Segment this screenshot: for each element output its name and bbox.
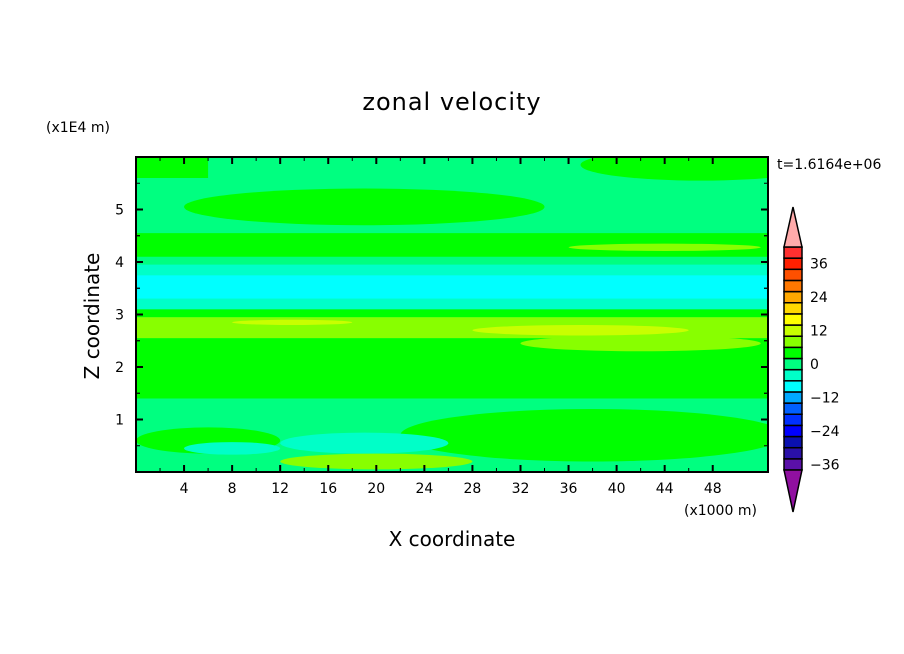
x-tick-label: 24 — [415, 481, 433, 497]
colorbar-tick-label: 12 — [810, 324, 828, 340]
colorbar-box — [783, 435, 803, 449]
time-label: t=1.6164e+06 — [777, 157, 882, 173]
x-tick-label: 40 — [608, 481, 626, 497]
contour-patch — [232, 319, 353, 325]
contour-band — [136, 309, 768, 318]
colorbar-box — [783, 290, 803, 304]
colorbar-box — [783, 424, 803, 438]
colorbar-box — [783, 335, 803, 349]
contour-band — [136, 264, 768, 276]
colorbar-tick-label: −36 — [810, 457, 840, 473]
colorbar-tick-label: 24 — [810, 290, 828, 306]
contour-patch — [568, 243, 761, 251]
colorbar-box — [783, 313, 803, 326]
colorbar-box — [783, 246, 803, 259]
contour-band — [136, 233, 768, 257]
x-tick-label: 4 — [180, 481, 189, 497]
x-unit-label: (x1000 m) — [684, 503, 757, 519]
colorbar-box — [783, 446, 803, 460]
colorbar-tick-label: −24 — [810, 424, 840, 440]
colorbar: 36 24 12 0 −12 −24 −36 — [783, 206, 840, 513]
contour-patch — [520, 335, 761, 352]
x-tick-label: 8 — [228, 481, 237, 497]
contour-patch — [280, 432, 449, 454]
colorbar-box — [783, 257, 803, 271]
colorbar-box — [783, 279, 803, 293]
x-tick-label: 12 — [271, 481, 289, 497]
x-tick-label: 48 — [704, 481, 722, 497]
colorbar-under-triangle — [783, 469, 803, 513]
colorbar-box — [783, 357, 803, 371]
contour-field — [136, 157, 768, 472]
x-tick-label: 20 — [367, 481, 385, 497]
y-tick-label: 4 — [115, 255, 124, 271]
colorbar-over-triangle — [783, 206, 803, 248]
chart-title: zonal velocity — [362, 88, 542, 116]
x-tick-label: 28 — [464, 481, 482, 497]
contour-band — [136, 298, 768, 310]
x-tick-label: 36 — [560, 481, 578, 497]
colorbar-tick-label: 0 — [810, 357, 819, 373]
x-tick-label: 16 — [319, 481, 337, 497]
colorbar-box — [783, 302, 803, 315]
colorbar-tick-label: −12 — [810, 391, 840, 407]
y-unit-label: (x1E4 m) — [46, 120, 110, 136]
colorbar-box — [783, 324, 803, 337]
colorbar-tick-label: 36 — [810, 257, 828, 273]
colorbar-box — [783, 402, 803, 416]
y-tick-label: 3 — [115, 308, 124, 324]
y-tick-label: 2 — [115, 360, 124, 376]
contour-patch — [400, 409, 768, 462]
colorbar-box — [783, 413, 803, 427]
contour-patch — [580, 157, 768, 181]
colorbar-box — [783, 346, 803, 360]
contour-patch — [184, 188, 545, 226]
contour-band — [136, 275, 768, 299]
y-tick-label: 5 — [115, 203, 124, 219]
x-tick-label: 32 — [512, 481, 530, 497]
colorbar-box — [783, 368, 803, 382]
colorbar-box — [783, 458, 803, 471]
y-tick-label: 1 — [115, 413, 124, 429]
contour-patch — [472, 325, 689, 336]
colorbar-box — [783, 380, 803, 393]
colorbar-box — [783, 391, 803, 404]
contour-patch — [676, 430, 749, 451]
x-tick-label: 44 — [656, 481, 674, 497]
contour-patch — [184, 442, 281, 455]
x-axis-label: X coordinate — [388, 527, 516, 551]
colorbar-box — [783, 268, 803, 282]
contour-band — [136, 157, 209, 178]
